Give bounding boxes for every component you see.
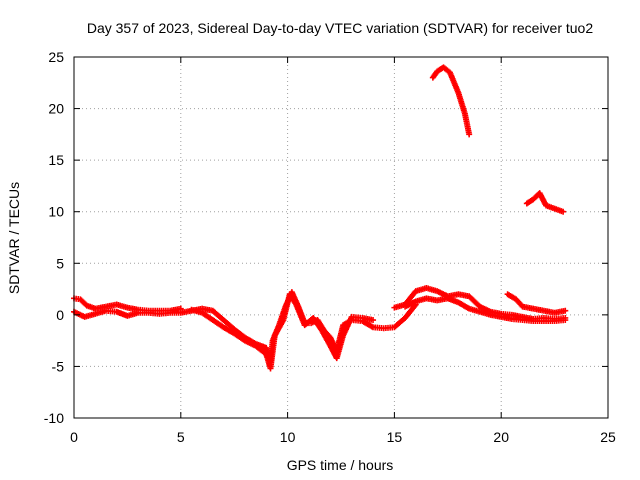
data-series [71, 295, 184, 314]
data-point [562, 317, 569, 324]
y-axis-label: SDTVAR / TECUs [6, 182, 22, 294]
y-tick-label: -5 [52, 358, 65, 374]
data-point [370, 317, 377, 324]
grid [74, 57, 608, 418]
data-series [429, 64, 473, 138]
y-tick-label: 5 [56, 255, 64, 271]
data-point [562, 307, 569, 314]
x-tick-label: 15 [387, 429, 403, 445]
y-tick-label: 15 [48, 152, 64, 168]
y-tick-label: 25 [48, 49, 64, 65]
data-series-group [71, 64, 569, 372]
y-tick-label: 20 [48, 101, 64, 117]
y-tick-label: 0 [56, 307, 64, 323]
x-axis-label: GPS time / hours [287, 457, 394, 473]
data-series [504, 291, 569, 316]
plot-frame [73, 56, 609, 419]
x-tick-label: 10 [280, 429, 296, 445]
y-tick-label: -10 [44, 410, 64, 426]
x-tick-label: 25 [600, 429, 616, 445]
x-tick-label: 20 [493, 429, 509, 445]
data-series [188, 291, 377, 372]
data-point [560, 208, 567, 215]
data-series [71, 289, 419, 366]
data-series [523, 190, 567, 215]
data-point [466, 131, 473, 138]
data-series [402, 295, 569, 325]
chart-title: Day 357 of 2023, Sidereal Day-to-day VTE… [87, 20, 594, 36]
x-tick-label: 5 [177, 429, 185, 445]
x-tick-label: 0 [70, 429, 78, 445]
y-tick-label: 10 [48, 204, 64, 220]
axis-ticks: 0 5 10 15 20 25 -10 -5 0 5 10 15 20 25 [44, 49, 616, 445]
